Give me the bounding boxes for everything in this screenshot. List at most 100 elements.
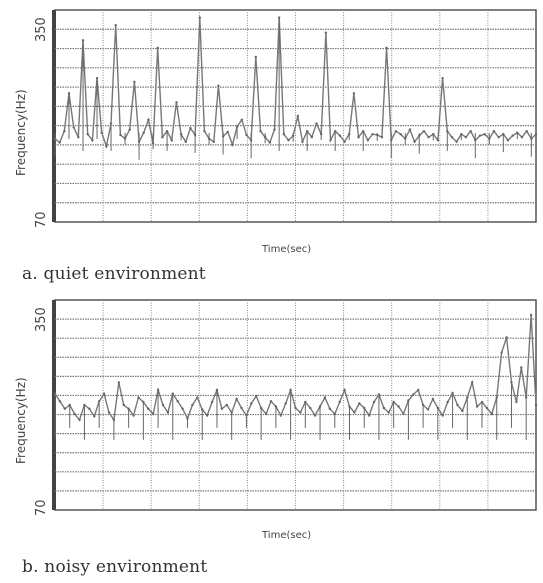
pitch-point — [198, 16, 201, 19]
pitch-point — [165, 129, 169, 133]
pitch-point — [451, 391, 454, 395]
pitch-point — [193, 133, 197, 137]
pitch-point — [91, 139, 94, 142]
pitch-point — [475, 405, 479, 408]
pitch-point — [367, 414, 371, 417]
pitch-point — [478, 134, 482, 137]
pitch-point — [220, 407, 224, 410]
pitch-point — [189, 126, 192, 130]
pitch-point — [235, 125, 239, 128]
x-axis-label: Time(sec) — [262, 244, 312, 255]
pitch-point — [328, 407, 332, 410]
pitch-point — [352, 92, 356, 95]
pitch-point — [245, 414, 248, 417]
pitch-point — [343, 388, 346, 392]
pitch-point — [412, 393, 415, 396]
pitch-point — [112, 418, 116, 422]
pitch-point — [128, 128, 131, 131]
pitch-point — [259, 129, 262, 133]
pitch-point — [309, 406, 312, 410]
pitch-point — [385, 46, 388, 50]
pitch-point — [520, 136, 524, 139]
pitch-point — [181, 407, 184, 410]
pitch-point — [175, 101, 178, 104]
pitch-point — [441, 414, 444, 417]
pitch-point — [259, 406, 263, 410]
pitch-point — [431, 397, 435, 401]
pitch-point — [95, 76, 99, 80]
pitch-point — [426, 408, 430, 411]
x-axis-label: Time(sec) — [262, 530, 312, 541]
pitch-point — [279, 414, 282, 417]
pitch-point — [191, 403, 194, 407]
chart-panel-noisy: Frequency(Hz) 350 70 Time(sec) b. noisy … — [0, 292, 543, 583]
pitch-point — [207, 137, 211, 140]
pitch-point — [348, 132, 351, 136]
pitch-point — [372, 400, 376, 404]
pitch-point — [399, 132, 402, 136]
pitch-point — [318, 405, 322, 408]
pitch-point — [353, 411, 356, 414]
pitch-point — [313, 414, 317, 417]
pitch-point — [348, 405, 351, 408]
pitch-point — [464, 136, 468, 139]
pitch-point — [329, 139, 332, 142]
pitch-point — [534, 132, 538, 136]
pitch-point — [105, 145, 108, 148]
pitch-point — [53, 137, 57, 140]
pitch-point — [304, 400, 307, 404]
pitch-point — [161, 136, 164, 139]
pitch-point — [254, 55, 258, 59]
pitch-point — [319, 132, 323, 136]
pitch-point — [225, 403, 228, 407]
pitch-point — [413, 140, 416, 143]
pitch-point — [287, 139, 290, 142]
pitch-point — [343, 140, 346, 143]
pitch-point — [390, 139, 393, 142]
pitch-point — [301, 140, 304, 143]
pitch-point — [73, 412, 76, 416]
pitch-point — [277, 16, 281, 19]
pitch-point — [210, 400, 214, 404]
pitch-point — [133, 80, 136, 84]
pitch-point — [142, 400, 145, 404]
pitch-point — [186, 417, 189, 420]
pitch-point — [289, 388, 292, 392]
pitch-point — [324, 31, 328, 34]
pitch-point — [510, 381, 513, 384]
pitch-point — [184, 140, 187, 143]
pitch-point — [502, 132, 505, 136]
pitch-point — [456, 403, 459, 407]
pitch-point — [102, 392, 106, 395]
y-axis-line — [52, 300, 56, 510]
pitch-point — [137, 140, 141, 143]
pitch-point — [371, 132, 374, 136]
pitch-point — [460, 132, 463, 136]
pitch-point — [212, 140, 215, 143]
pitch-point — [397, 405, 400, 408]
pitch-point — [107, 411, 111, 414]
pitch-point — [201, 408, 204, 411]
pitch-point — [83, 403, 86, 407]
pitch-point — [483, 132, 486, 136]
pitch-point — [380, 136, 384, 139]
pitch-point — [78, 418, 81, 422]
pitch-point — [450, 136, 454, 139]
pitch-point — [114, 23, 117, 27]
pitch-point — [156, 46, 159, 50]
pitch-point — [441, 76, 444, 80]
pitch-point — [470, 381, 474, 384]
pitch-point — [422, 129, 426, 133]
chart-panel-quiet: Frequency(Hz) 350 70 Time(sec) a. quiet … — [0, 0, 543, 290]
pitch-point — [230, 411, 233, 414]
pitch-point — [524, 396, 528, 399]
pitch-point — [67, 92, 71, 95]
caption-quiet: a. quiet environment — [22, 264, 206, 284]
pitch-point — [310, 136, 314, 139]
pitch-point — [392, 400, 395, 404]
pitch-point — [268, 141, 272, 144]
pitch-point — [117, 381, 121, 384]
pitch-point — [255, 394, 258, 398]
pitch-point — [282, 132, 286, 136]
pitch-point — [358, 402, 361, 405]
